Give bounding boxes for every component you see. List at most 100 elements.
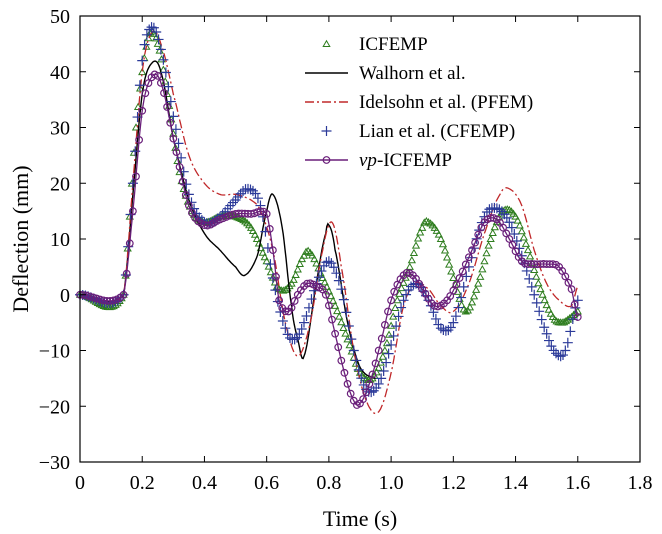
data-point [139,39,150,50]
data-point [163,103,172,111]
data-point [461,307,470,315]
data-point [393,311,404,322]
data-point [540,295,549,304]
data-point [250,188,261,199]
data-point [252,193,263,204]
data-point [435,323,446,334]
data-point [564,278,573,287]
data-point [337,317,346,326]
data-point [452,280,461,289]
data-point [508,240,517,249]
legend-label-name: Lian et al. (CFEMP) [359,121,515,142]
data-point [458,267,467,276]
data-point [169,134,178,143]
data-point [532,272,541,280]
data-point [445,260,454,268]
data-point [453,302,464,313]
data-point [415,228,425,236]
data-point [464,253,473,262]
legend-marker [322,39,331,47]
data-point [548,260,557,268]
data-point [128,207,137,216]
data-point [471,238,480,247]
legend-label-prefix: vp [359,150,377,171]
data-point [243,183,253,194]
legend-label-name: -ICFEMP [377,150,452,171]
data-point [511,212,520,220]
data-point [448,317,459,328]
data-point [166,118,175,127]
legend: ICFEMP Walhorn et al. Idelsohn et al. (PFE… [305,34,533,171]
y-tick-label: 20 [50,173,70,195]
data-point [132,172,140,181]
data-point [340,368,349,377]
data-point [536,314,547,325]
data-point [548,345,559,356]
data-point [343,320,354,331]
data-point [524,273,535,284]
x-tick-label: 0 [75,472,85,494]
data-point [287,279,296,287]
y-axis-label: Deflection (mm) [8,165,33,312]
data-point [442,253,452,261]
data-point [525,252,535,260]
data-point [203,221,212,230]
data-point [504,217,515,228]
data-point [467,298,477,306]
data-point [377,334,386,343]
legend-label: Lian et al. (CFEMP) [359,121,515,142]
data-point [270,285,281,296]
legend-entry: ICFEMP [322,34,428,55]
legend-label: Walhorn et al. [359,63,466,84]
data-point [345,340,354,349]
legend-label-name: Walhorn et al. [359,63,466,84]
data-point [474,279,483,287]
data-point [301,247,311,255]
data-point [567,285,576,294]
data-point [353,364,364,375]
data-point [137,55,148,66]
data-point [515,221,524,229]
data-point [449,273,458,281]
data-point [351,359,361,367]
data-point [346,334,357,345]
data-point [534,306,545,317]
legend-entry: vp-ICFEMP [305,150,452,171]
data-point [384,307,392,316]
data-point [450,311,461,322]
data-point [290,297,299,305]
data-point [151,27,162,38]
data-point [336,284,347,295]
data-point [178,177,187,186]
data-point [409,248,419,257]
data-point [544,305,553,313]
data-point [331,329,340,338]
x-tick-label: 1.2 [441,472,466,494]
data-point [155,44,166,55]
data-point [529,289,540,300]
data-point [260,252,269,261]
x-tick-label: 1.4 [503,472,528,494]
data-point [461,260,470,269]
data-point [262,242,273,253]
data-point [141,89,150,98]
data-point [371,359,380,368]
data-point [411,241,421,249]
data-point [381,357,392,368]
data-point [138,106,147,115]
data-point [301,310,312,321]
data-point [351,355,362,366]
legend-entry: Walhorn et al. [305,63,466,84]
data-point [122,269,131,278]
data-point [289,275,298,283]
data-point [378,352,387,360]
data-point [436,234,446,242]
data-point [541,328,552,339]
data-point [163,81,174,92]
data-point [368,370,377,379]
series-0 [75,27,582,384]
data-point [546,341,557,352]
x-tick-label: 0.8 [316,472,341,494]
data-point [125,239,134,248]
data-point [172,148,181,156]
